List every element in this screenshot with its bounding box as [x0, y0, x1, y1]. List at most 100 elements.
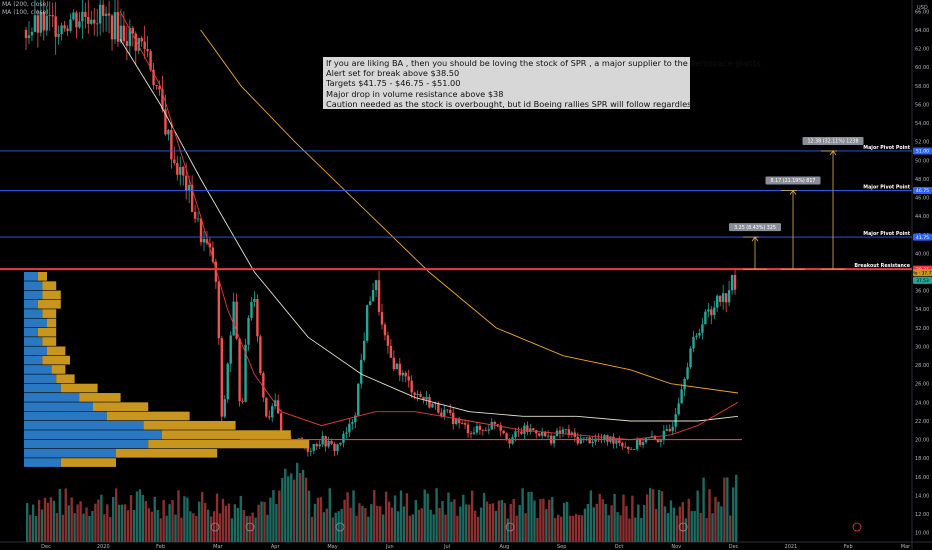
volume-bar — [254, 517, 257, 542]
volume-bar — [239, 495, 242, 542]
volume-bar — [429, 509, 432, 542]
volume-bar — [497, 500, 501, 542]
volume-bar — [705, 517, 708, 542]
volume-bar — [275, 504, 278, 542]
candle-body — [45, 15, 48, 31]
candle-body — [724, 293, 728, 303]
candle-body — [321, 436, 324, 445]
volume-bar — [651, 489, 655, 542]
candle-body — [546, 435, 550, 437]
candle-body — [597, 438, 600, 440]
candle-body — [125, 41, 129, 46]
profile-bar-down — [60, 458, 116, 467]
volume-bar — [171, 499, 174, 542]
candle-body — [140, 37, 143, 42]
volume-bar — [198, 501, 201, 542]
target-label: 3.25 (8.43%) 325 — [734, 225, 776, 231]
volume-bar — [221, 498, 225, 542]
candle-body — [345, 432, 348, 434]
volume-bar — [319, 497, 323, 542]
time-tick-label: Oct — [615, 544, 624, 550]
candle-body — [98, 4, 102, 24]
volume-bar — [693, 510, 696, 542]
target-label: 8.17 (21.19%) 817 — [771, 178, 816, 184]
volume-bar — [399, 490, 403, 542]
candle-body — [327, 441, 330, 447]
volume-bar — [616, 512, 619, 542]
volume-bar — [147, 508, 150, 542]
candle-body — [576, 436, 579, 444]
volume-bar — [310, 516, 314, 542]
volume-bar — [628, 518, 631, 542]
candle-body — [268, 416, 271, 418]
candle-body — [214, 261, 218, 282]
volume-bar — [654, 509, 658, 542]
candle-body — [505, 433, 508, 440]
candle-body — [232, 301, 235, 336]
ma200-line — [200, 29, 739, 394]
candle-body — [630, 449, 633, 450]
volume-bar — [266, 514, 269, 542]
price-tick-label: 14.00 — [915, 493, 929, 499]
candle-body — [217, 281, 221, 339]
candle-body — [668, 429, 671, 432]
candle-body — [339, 442, 342, 445]
volume-bar — [592, 507, 595, 542]
volume-bar — [657, 489, 661, 542]
volume-bar — [485, 501, 489, 542]
profile-bar-up — [24, 383, 61, 393]
annotation-note[interactable]: If you are liking BA , then you should b… — [323, 57, 763, 109]
candle-body — [499, 425, 502, 431]
volume-bar — [257, 504, 260, 542]
volume-bar — [521, 488, 524, 542]
volume-bar — [699, 512, 702, 542]
profile-bar-down — [42, 309, 57, 318]
profile-bar-down — [51, 365, 66, 374]
target-arrowhead — [829, 150, 837, 156]
candle-body — [446, 409, 449, 411]
volume-bar — [73, 513, 76, 542]
volume-bar — [384, 491, 388, 542]
candle-body — [39, 11, 43, 33]
candle-body — [164, 109, 167, 135]
price-axis-currency: USD — [917, 5, 928, 11]
volume-bar — [85, 507, 88, 542]
time-tick-label: Feb — [156, 544, 165, 550]
price-badge — [913, 269, 932, 277]
volume-bar — [224, 505, 228, 542]
volume-bar — [491, 503, 495, 542]
legend-ma200[interactable]: MA (200, close) — [2, 1, 49, 8]
time-tick-label: Dec — [41, 544, 51, 550]
candle-body — [401, 372, 404, 376]
time-tick-label: Aug — [500, 544, 510, 550]
candle-body — [354, 415, 357, 423]
legend-ma100[interactable]: MA (100, close) — [2, 9, 49, 16]
volume-bar — [117, 504, 121, 542]
volume-bar — [666, 513, 670, 542]
volume-bar — [417, 509, 420, 542]
candle-body — [193, 211, 197, 219]
volume-bar — [402, 506, 406, 542]
price-tick-label: 34.00 — [915, 307, 929, 313]
volume-bar — [551, 497, 554, 542]
volume-bar — [67, 505, 70, 542]
price-tick-label: 28.00 — [915, 363, 929, 369]
price-tick-label: 64.00 — [915, 28, 929, 34]
profile-bar-up — [24, 402, 93, 412]
volume-bar — [619, 515, 622, 542]
candle-body — [460, 423, 464, 424]
volume-bar — [524, 513, 527, 542]
candle-body — [659, 440, 663, 443]
candle-body — [173, 159, 176, 164]
volume-bar — [70, 497, 73, 542]
volume-bar — [450, 501, 453, 542]
volume-bar — [625, 505, 628, 542]
volume-bar — [43, 497, 47, 542]
price-tick-label: 50.00 — [915, 158, 929, 164]
profile-bar-down — [37, 327, 57, 337]
candle-body — [404, 372, 407, 377]
profile-bar-up — [24, 327, 38, 337]
candle-body — [532, 428, 535, 431]
volume-bar — [287, 476, 290, 542]
